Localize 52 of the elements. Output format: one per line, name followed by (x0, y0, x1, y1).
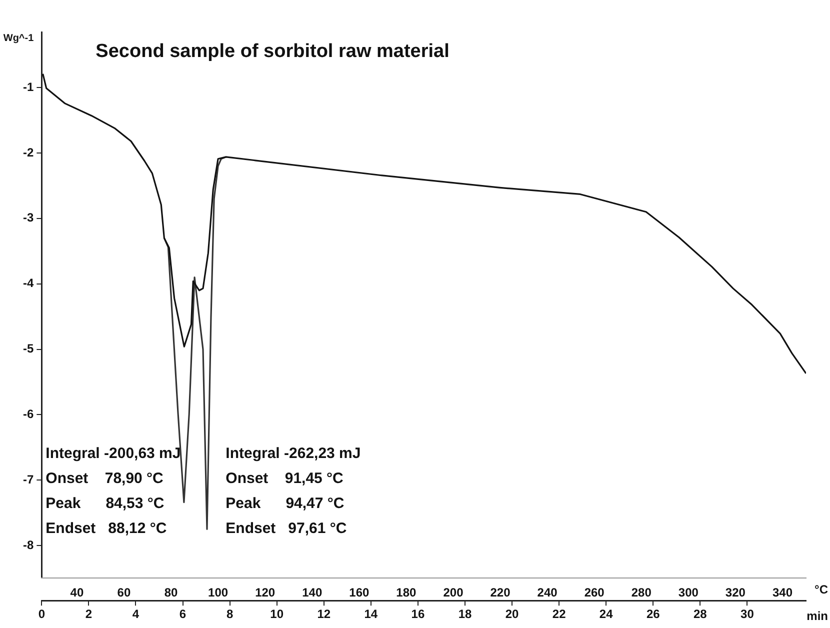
x2-tick-label: 260 (584, 586, 605, 600)
x-tick-label: 10 (270, 607, 284, 622)
y-tick-label: -1 (23, 80, 34, 94)
x-tick-label: 12 (317, 607, 331, 622)
x-tick-label: 30 (740, 607, 754, 622)
x-tick-label: 24 (599, 607, 614, 622)
x2-tick-label: 200 (443, 586, 464, 600)
annotation: Endset 88,12 °C (46, 520, 167, 538)
y-tick-label: -3 (23, 210, 34, 225)
annotation: Integral -200,63 mJ (46, 445, 181, 462)
x-axis-title: min (806, 608, 828, 623)
y-tick-label: -6 (23, 406, 34, 421)
x-tick-label: 8 (226, 607, 234, 622)
x-tick-label: 20 (505, 607, 520, 622)
x-tick-label: 6 (179, 607, 186, 622)
x2-tick-label: 280 (631, 586, 652, 600)
x2-tick-label: 140 (302, 586, 322, 600)
y-axis-title: Wg^-1 (3, 32, 34, 44)
y-tick-label: -5 (23, 342, 34, 356)
x2-tick-label: 80 (164, 586, 178, 600)
x2-tick-label: 300 (678, 586, 699, 600)
x2-tick-label: 180 (396, 586, 417, 600)
annotation: Integral -262,23 mJ (226, 445, 361, 462)
x-tick-label: 2 (85, 607, 92, 622)
x2-axis-title: °C (814, 582, 828, 597)
x-tick-label: 22 (552, 607, 566, 622)
x2-tick-label: 120 (255, 586, 276, 600)
x2-tick-label: 320 (725, 586, 746, 600)
x2-tick-label: 160 (349, 586, 370, 600)
x-tick-label: 28 (693, 607, 708, 622)
annotation: Onset 78,90 °C (46, 470, 164, 488)
x-tick-label: 0 (38, 607, 46, 622)
x-tick-label: 14 (364, 607, 378, 622)
annotation: Onset 91,45 °C (226, 470, 344, 488)
x-tick-label: 16 (411, 607, 425, 622)
x-tick-label: 18 (458, 607, 472, 622)
y-tick-label: -7 (23, 472, 34, 486)
annotation: Peak 84,53 °C (46, 495, 164, 512)
x-tick-label: 26 (646, 607, 660, 622)
x2-tick-label: 220 (490, 586, 511, 600)
annotation: Endset 97,61 °C (226, 520, 347, 538)
text: Second sample of sorbitol raw material (96, 41, 450, 62)
x2-tick-label: 60 (117, 586, 131, 600)
x-tick-label: 4 (132, 607, 140, 622)
x2-tick-label: 240 (537, 586, 558, 600)
y-tick-label: -4 (23, 276, 34, 290)
x2-tick-label: 340 (772, 586, 793, 600)
y-tick-label: -2 (23, 145, 34, 160)
annotation: Peak 94,47 °C (226, 495, 344, 512)
y-tick-label: -8 (23, 538, 34, 552)
x2-tick-label: 40 (70, 586, 84, 600)
x2-tick-label: 100 (208, 586, 228, 600)
